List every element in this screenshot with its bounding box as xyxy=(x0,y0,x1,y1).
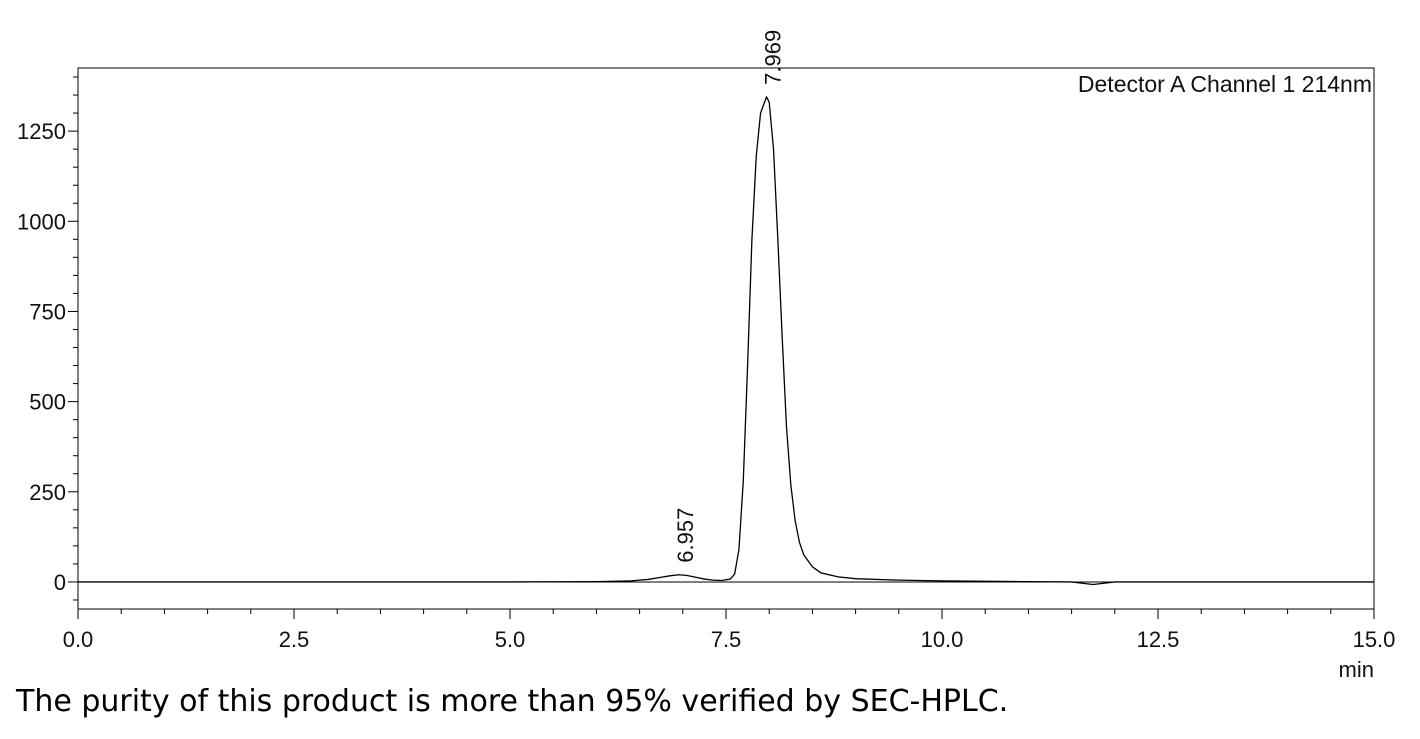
x-tick-label: 7.5 xyxy=(711,627,742,652)
x-tick-label: 0.0 xyxy=(63,627,94,652)
axes xyxy=(68,67,1375,619)
y-tick-label: 1000 xyxy=(17,209,66,234)
y-tick-label: 750 xyxy=(29,299,66,324)
x-axis-unit-label: min xyxy=(1339,657,1374,682)
label-layer: 0 250 500 750 1000 1250 0.0 2.5 5.0 7.5 10.0 12.5 15… xyxy=(17,30,1395,682)
purity-caption: The purity of this product is more than … xyxy=(16,684,1009,719)
trace-layer xyxy=(78,96,1374,586)
y-tick-label: 500 xyxy=(29,390,66,415)
plot-frame xyxy=(77,67,1375,610)
detector-legend: Detector A Channel 1 214nm xyxy=(1078,71,1372,97)
peak-label: 7.969 xyxy=(761,30,786,85)
x-tick-label: 15.0 xyxy=(1353,627,1396,652)
y-tick-label: 0 xyxy=(54,570,66,595)
x-tick-label: 5.0 xyxy=(495,627,526,652)
y-tick-label: 1250 xyxy=(17,119,66,144)
x-tick-label: 10.0 xyxy=(921,627,964,652)
y-tick-label: 250 xyxy=(29,480,66,505)
x-tick-label: 12.5 xyxy=(1137,627,1180,652)
peak-label: 6.957 xyxy=(673,508,698,563)
x-tick-label: 2.5 xyxy=(279,627,310,652)
chromatogram-trace xyxy=(78,96,1374,586)
